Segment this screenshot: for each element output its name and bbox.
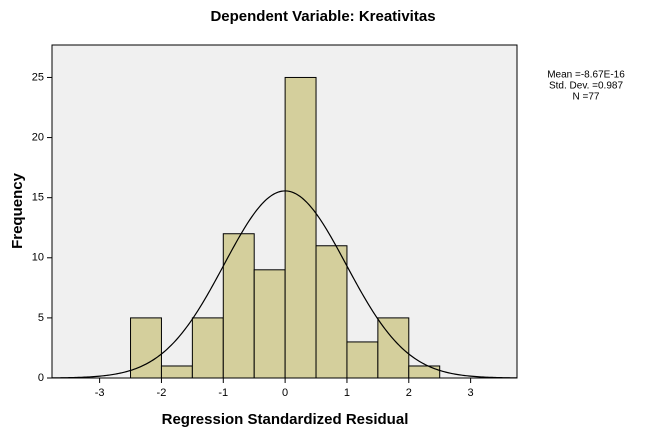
bar [377,317,410,379]
bar [253,269,286,379]
bar [222,233,255,379]
y-tick-label: 0 [38,372,44,384]
bar [346,341,379,379]
x-tick-label: -2 [157,387,167,399]
y-axis-label: Frequency [9,172,26,249]
x-tick-label: 3 [468,387,474,399]
x-tick-label: 2 [406,387,412,399]
y-tick-label: 20 [32,131,44,143]
y-tick-label: 15 [32,192,44,204]
bar [408,365,441,379]
x-axis-label: Regression Standardized Residual [162,411,409,428]
x-tick-label: -1 [218,387,228,399]
y-tick-label: 5 [38,312,44,324]
bar [191,317,224,379]
y-tick-label: 10 [32,252,44,264]
stat-label: Mean =-8.67E-16 [547,70,625,81]
bar [284,76,317,379]
bar [130,317,162,379]
normal-curve [51,190,518,379]
x-tick-label: 1 [344,387,350,399]
x-tick-label: -3 [95,387,105,399]
x-tick-label: 0 [282,387,288,399]
stat-label: Std. Dev. =0.987 [549,81,623,92]
stat-label: N =77 [573,92,600,103]
bar [160,365,193,379]
bar [315,245,348,379]
y-tick-label: 25 [32,71,44,83]
chart-title: Dependent Variable: Kreativitas [210,8,435,25]
